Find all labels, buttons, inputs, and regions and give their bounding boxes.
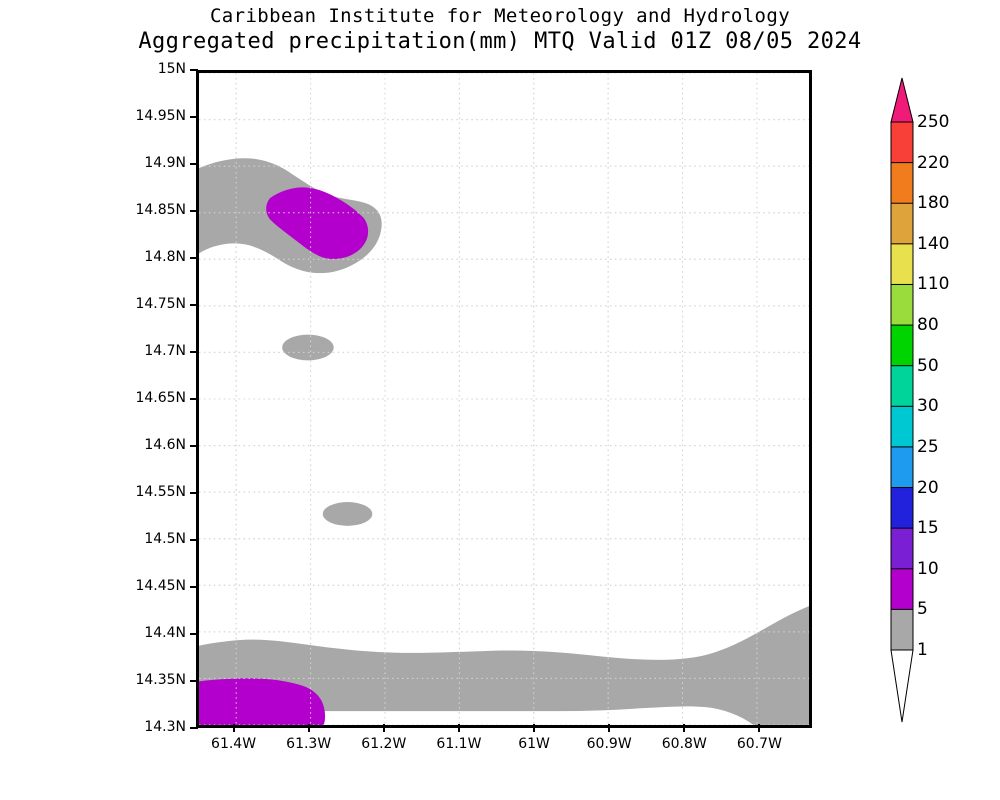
region-north-lobe-5mm	[266, 187, 369, 260]
y-axis-tick-label: 14.8N	[144, 249, 186, 265]
plot-area	[196, 70, 812, 728]
x-axis-tick-label: 60.7W	[736, 736, 782, 752]
chart-title: Aggregated precipitation(mm) MTQ Valid 0…	[138, 29, 862, 54]
colorbar-band	[890, 365, 914, 408]
x-axis-tick-label: 61.4W	[211, 736, 257, 752]
colorbar: 1 5 10 15 20 25 30 50 80 110 140 180 220 250	[889, 76, 1000, 726]
region-mid-cell-1mm	[282, 334, 334, 361]
x-axis-labels: 61.4W 61.3W 61.2W 61.1W 61W 60.9W 60.8W 60.7W	[0, 736, 1000, 760]
y-axis-tick-label: 14.85N	[135, 202, 186, 218]
x-axis-tick-label: 61W	[518, 736, 550, 752]
y-axis-tick-label: 14.6N	[144, 437, 186, 453]
x-axis-tick-label: 60.8W	[661, 736, 707, 752]
colorbar-max-arrow	[890, 77, 914, 123]
region-south-band-1mm	[199, 606, 809, 725]
region-south-band-5mm	[199, 678, 326, 725]
y-axis-tick-label: 14.55N	[135, 484, 186, 500]
colorbar-band	[890, 202, 914, 245]
y-axis-tick-label: 14.9N	[144, 155, 186, 171]
contour-fills	[199, 158, 809, 725]
chart-subtitle: Caribbean Institute for Meteorology and …	[209, 5, 791, 27]
y-axis-tick-label: 14.4N	[144, 625, 186, 641]
y-axis-tick-label: 14.35N	[135, 672, 186, 688]
colorbar-tick-label: 10	[917, 558, 939, 579]
y-axis-tick-label: 14.3N	[144, 719, 186, 735]
region-lower-mid-cell-1mm	[322, 502, 373, 526]
y-axis-tick-label: 14.5N	[144, 531, 186, 547]
title-block: Caribbean Institute for Meteorology and …	[0, 4, 1000, 56]
y-axis-tick-label: 14.75N	[135, 296, 186, 312]
colorbar-band	[890, 527, 914, 570]
colorbar-tick-label: 50	[917, 355, 939, 376]
gridlines	[199, 73, 809, 725]
colorbar-band	[890, 324, 914, 367]
y-axis-labels: 14.3N 14.35N 14.4N 14.45N 14.5N 14.55N 14.6N 14…	[0, 0, 186, 800]
colorbar-band	[890, 162, 914, 205]
x-axis-tick-label: 61.2W	[361, 736, 407, 752]
colorbar-band	[890, 446, 914, 489]
colorbar-band	[890, 487, 914, 530]
y-axis-tick-label: 14.45N	[135, 578, 186, 594]
y-axis-tick-label: 14.95N	[135, 108, 186, 124]
x-axis-tick-label: 61.3W	[286, 736, 332, 752]
colorbar-tick-label: 15	[917, 518, 939, 539]
colorbar-band	[890, 243, 914, 286]
colorbar-tick-label: 110	[917, 274, 950, 295]
colorbar-tick-label: 80	[917, 315, 939, 336]
colorbar-band	[890, 608, 914, 652]
colorbar-min-arrow	[890, 649, 914, 723]
colorbar-tick-label: 25	[917, 436, 939, 457]
colorbar-tick-label: 250	[917, 112, 950, 132]
y-axis-tick-label: 14.65N	[135, 390, 186, 406]
colorbar-tick-label: 5	[917, 599, 928, 620]
x-axis-tick-label: 61.1W	[436, 736, 482, 752]
precipitation-field	[199, 73, 809, 725]
colorbar-swatches	[890, 77, 914, 723]
y-axis-tick-label: 15N	[157, 61, 186, 77]
colorbar-band	[890, 121, 914, 164]
colorbar-tick-label: 220	[917, 152, 950, 173]
colorbar-band	[890, 283, 914, 327]
colorbar-band	[890, 405, 914, 448]
y-axis-tick-label: 14.7N	[144, 343, 186, 359]
colorbar-tick-label: 30	[917, 396, 939, 417]
colorbar-band	[890, 568, 914, 611]
colorbar-tick-label: 140	[917, 233, 950, 254]
colorbar-tick-label: 180	[917, 193, 950, 214]
gridlines-overlay	[199, 73, 809, 725]
colorbar-tick-label: 20	[917, 477, 939, 498]
colorbar-tick-label: 1	[917, 640, 928, 660]
x-axis-tick-label: 60.9W	[586, 736, 632, 752]
